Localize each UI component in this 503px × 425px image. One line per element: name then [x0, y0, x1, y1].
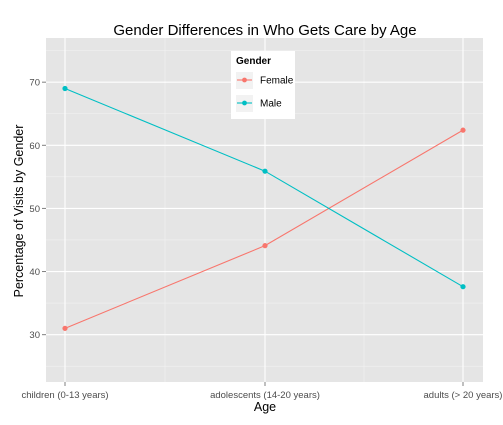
- x-tick-label: children (0-13 years): [21, 390, 108, 401]
- data-point-male: [460, 284, 466, 290]
- y-axis: 30 40 50 60 70: [29, 78, 46, 341]
- y-tick-label: 50: [29, 204, 40, 215]
- data-point-female: [262, 243, 268, 249]
- legend-title: Gender: [236, 56, 271, 67]
- series: [62, 85, 466, 331]
- y-tick-label: 70: [29, 78, 40, 89]
- chart-title: Gender Differences in Who Gets Care by A…: [113, 22, 416, 39]
- data-point-male: [262, 168, 268, 174]
- x-axis-title: Age: [254, 400, 276, 414]
- y-tick-label: 60: [29, 141, 40, 152]
- y-tick-label: 40: [29, 267, 40, 278]
- data-point-male: [62, 85, 68, 92]
- legend-label-male: Male: [260, 99, 282, 110]
- x-tick-label: adults (> 20 years): [424, 390, 503, 401]
- x-axis: children (0-13 years) adolescents (14-20 …: [21, 382, 502, 401]
- legend-point-male: [242, 100, 247, 106]
- legend: Gender Female Male: [231, 51, 295, 119]
- legend-point-female: [242, 77, 247, 83]
- legend-label-female: Female: [260, 76, 294, 87]
- y-axis-title: Percentage of Visits by Gender: [12, 125, 26, 298]
- data-point-female: [62, 325, 68, 331]
- grid: [46, 38, 483, 382]
- y-tick-label: 30: [29, 330, 40, 341]
- data-point-female: [460, 127, 466, 133]
- x-tick-label: adolescents (14-20 years): [210, 390, 320, 401]
